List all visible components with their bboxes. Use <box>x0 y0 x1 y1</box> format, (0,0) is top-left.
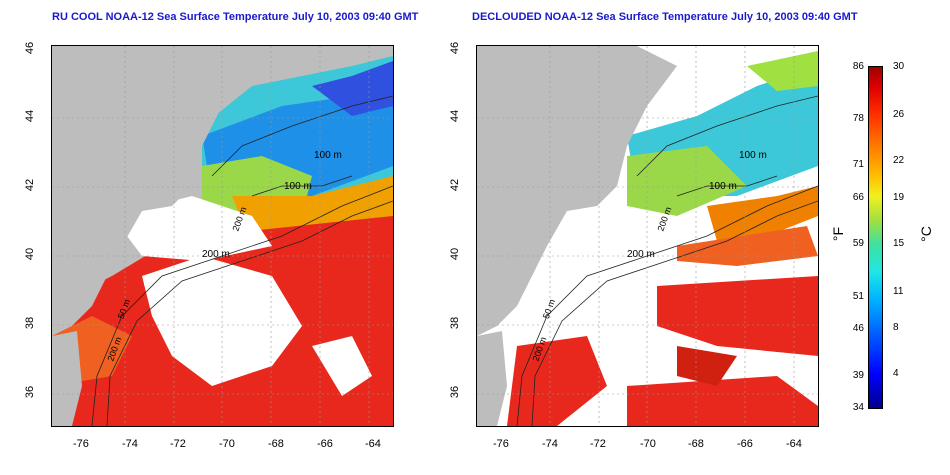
colorbar-fahrenheit-tick: 66 <box>852 192 864 203</box>
colorbar-celsius-tick: 15 <box>893 238 905 249</box>
colorbar-fahrenheit-tick: 39 <box>852 370 864 381</box>
right-map-title: DECLOUDED NOAA-12 Sea Surface Temperatur… <box>472 11 858 23</box>
right-y-tick: 46 <box>449 41 462 55</box>
left-x-tick: -72 <box>170 438 186 450</box>
left-x-tick: -74 <box>122 438 138 450</box>
colorbar-fahrenheit-label: °F <box>830 226 847 242</box>
left-y-tick: 40 <box>24 247 37 261</box>
right-x-tick: -76 <box>493 438 509 450</box>
colorbar-fahrenheit-tick: 34 <box>852 402 864 413</box>
right-x-tick: -74 <box>542 438 558 450</box>
colorbar-fahrenheit-tick: 78 <box>852 113 864 124</box>
left-contour-label-100m-a: 100 m <box>314 150 342 161</box>
temperature-colorbar <box>868 66 883 409</box>
right-sst-map[interactable]: 100 m 100 m 200 m 200 m 50 m 200 m <box>476 45 819 427</box>
left-x-tick: -64 <box>365 438 381 450</box>
colorbar-fahrenheit-tick: 59 <box>852 238 864 249</box>
colorbar-celsius-tick: 4 <box>893 368 899 379</box>
left-contour-label-200m-a: 200 m <box>202 249 230 260</box>
colorbar-celsius-tick: 26 <box>893 109 905 120</box>
left-y-tick: 42 <box>24 178 37 192</box>
left-y-tick: 36 <box>24 385 37 399</box>
left-y-tick: 38 <box>24 316 37 330</box>
right-x-tick: -66 <box>737 438 753 450</box>
colorbar-celsius-tick: 11 <box>893 286 904 297</box>
right-x-tick: -70 <box>640 438 656 450</box>
right-contour-label-100m-a: 100 m <box>739 150 767 161</box>
left-sst-map[interactable]: 100 m 100 m 200 m 200 m 50 m 200 m <box>51 45 394 427</box>
colorbar-celsius-tick: 22 <box>893 155 905 166</box>
right-sst-image <box>477 46 818 426</box>
colorbar-fahrenheit-tick: 71 <box>852 159 864 170</box>
right-y-tick: 40 <box>449 247 462 261</box>
colorbar-celsius-tick: 19 <box>893 192 905 203</box>
right-x-tick: -72 <box>590 438 606 450</box>
left-x-tick: -70 <box>219 438 235 450</box>
left-map-title: RU COOL NOAA-12 Sea Surface Temperature … <box>52 11 419 23</box>
left-contour-label-100m-b: 100 m <box>284 181 312 192</box>
right-y-tick: 36 <box>449 385 462 399</box>
right-y-tick: 42 <box>449 178 462 192</box>
left-x-tick: -76 <box>73 438 89 450</box>
left-x-tick: -68 <box>268 438 284 450</box>
left-y-tick: 44 <box>24 109 37 123</box>
left-sst-image <box>52 46 393 426</box>
right-x-tick: -64 <box>786 438 802 450</box>
right-contour-label-200m-a: 200 m <box>627 249 655 260</box>
right-x-tick: -68 <box>688 438 704 450</box>
colorbar-celsius-label: °C <box>917 226 934 242</box>
left-y-tick: 46 <box>24 41 37 55</box>
right-y-tick: 44 <box>449 109 462 123</box>
colorbar-fahrenheit-tick: 86 <box>852 61 864 72</box>
colorbar-fahrenheit-tick: 51 <box>852 291 864 302</box>
colorbar-celsius-tick: 30 <box>893 61 905 72</box>
right-contour-label-100m-b: 100 m <box>709 181 737 192</box>
right-y-tick: 38 <box>449 316 462 330</box>
colorbar-celsius-tick: 8 <box>893 322 899 333</box>
left-x-tick: -66 <box>317 438 333 450</box>
colorbar-fahrenheit-tick: 46 <box>852 323 864 334</box>
